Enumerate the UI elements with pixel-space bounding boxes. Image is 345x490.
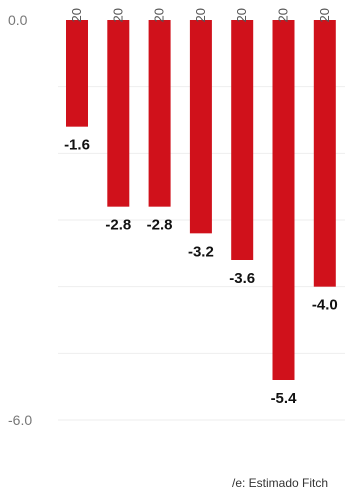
x-category-label: 20: [234, 8, 249, 22]
bar-value-label: -3.6: [229, 270, 255, 287]
x-category-label: 20: [193, 8, 208, 22]
bars: [66, 20, 336, 380]
bar-value-label: -5.4: [271, 390, 298, 407]
bar-value-label: -3.2: [188, 243, 214, 260]
bar: [313, 20, 336, 287]
y-tick-label: -6.0: [8, 412, 32, 428]
y-axis-ticks: 0.0 -6.0: [8, 12, 32, 428]
bar: [231, 20, 254, 260]
x-category-label: 20: [276, 8, 291, 22]
bar-value-label: -2.8: [105, 217, 131, 234]
bar: [148, 20, 171, 207]
source-footnote: /e: Estimado Fitch: [232, 476, 329, 490]
x-category-label: 20: [69, 8, 84, 22]
bar-value-label: -4.0: [312, 297, 338, 314]
bar-value-label: -2.8: [147, 217, 173, 234]
bar: [66, 20, 88, 127]
x-category-label: 20: [317, 8, 332, 22]
bar: [272, 20, 295, 380]
data-labels: -1.6 -2.8 -2.8 -3.2 -3.6 -5.4 -4.0: [64, 137, 338, 407]
bar-value-label: -1.6: [64, 137, 90, 154]
x-category-label: 20: [152, 8, 167, 22]
bar: [107, 20, 130, 207]
x-category-label: 20: [110, 8, 125, 22]
bar: [189, 20, 212, 234]
y-tick-label: 0.0: [8, 12, 28, 28]
x-axis-categories: 20 20 20 20 20 20 20: [69, 8, 332, 22]
